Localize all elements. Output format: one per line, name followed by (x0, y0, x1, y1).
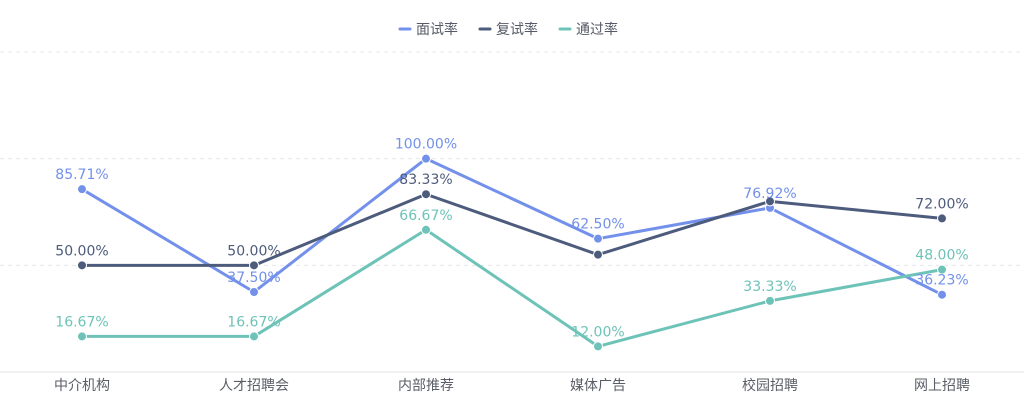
data-label: 48.00% (915, 248, 968, 264)
x-tick-label: 网上招聘 (914, 378, 970, 394)
data-point[interactable] (421, 153, 431, 164)
data-label: 37.50% (227, 270, 280, 286)
data-point[interactable] (249, 260, 259, 271)
data-label: 85.71% (55, 167, 108, 183)
data-label: 62.50% (571, 217, 624, 233)
data-label: 72.00% (915, 196, 968, 212)
data-label: 76.92% (743, 186, 796, 202)
data-label: 33.33% (743, 279, 796, 295)
data-point[interactable] (937, 289, 947, 300)
legend-item-1[interactable]: 复试率 (478, 21, 538, 38)
data-point[interactable] (249, 331, 259, 342)
data-point[interactable] (593, 233, 603, 244)
data-point[interactable] (765, 295, 775, 306)
legend-item-0[interactable]: 面试率 (398, 21, 458, 38)
data-point[interactable] (937, 213, 947, 224)
chart-data-labels: 85.71% 37.50% 100.00% 62.50% 76.92% 36.23% 50.… (55, 137, 968, 341)
chart-points (77, 153, 947, 352)
data-label: 50.00% (227, 243, 280, 259)
data-point[interactable] (593, 341, 603, 352)
data-label: 36.23% (915, 273, 968, 289)
legend-item-2[interactable]: 通过率 (558, 21, 618, 38)
data-label: 83.33% (399, 172, 452, 188)
x-tick-label: 内部推荐 (398, 378, 454, 394)
data-label: 50.00% (55, 243, 108, 259)
data-label: 12.00% (571, 324, 624, 340)
x-tick-label: 媒体广告 (570, 378, 626, 394)
x-axis: 中介机构 人才招聘会 内部推荐 媒体广告 校园招聘 网上招聘 (54, 377, 970, 394)
data-point[interactable] (77, 331, 87, 342)
chart-series (80, 157, 944, 348)
x-tick-label: 人才招聘会 (219, 378, 289, 394)
series-line-0 (80, 157, 944, 297)
data-label: 66.67% (399, 208, 452, 224)
data-label: 100.00% (395, 137, 457, 153)
x-tick-label: 中介机构 (54, 378, 110, 394)
data-point[interactable] (77, 184, 87, 195)
chart-legend: 面试率 复试率 通过率 (398, 21, 618, 38)
legend-label: 复试率 (496, 21, 538, 38)
data-point[interactable] (421, 224, 431, 235)
legend-label: 通过率 (576, 21, 618, 38)
data-point[interactable] (421, 189, 431, 200)
data-point[interactable] (593, 249, 603, 260)
data-point[interactable] (765, 196, 775, 207)
data-point[interactable] (937, 264, 947, 275)
data-label: 16.67% (55, 314, 108, 330)
series-line-1 (80, 192, 944, 267)
data-label: 16.67% (227, 314, 280, 330)
legend-label: 面试率 (416, 21, 458, 38)
x-tick-label: 校园招聘 (742, 377, 798, 394)
data-point[interactable] (249, 287, 259, 297)
data-point[interactable] (77, 260, 87, 271)
series-line-2 (80, 228, 944, 348)
